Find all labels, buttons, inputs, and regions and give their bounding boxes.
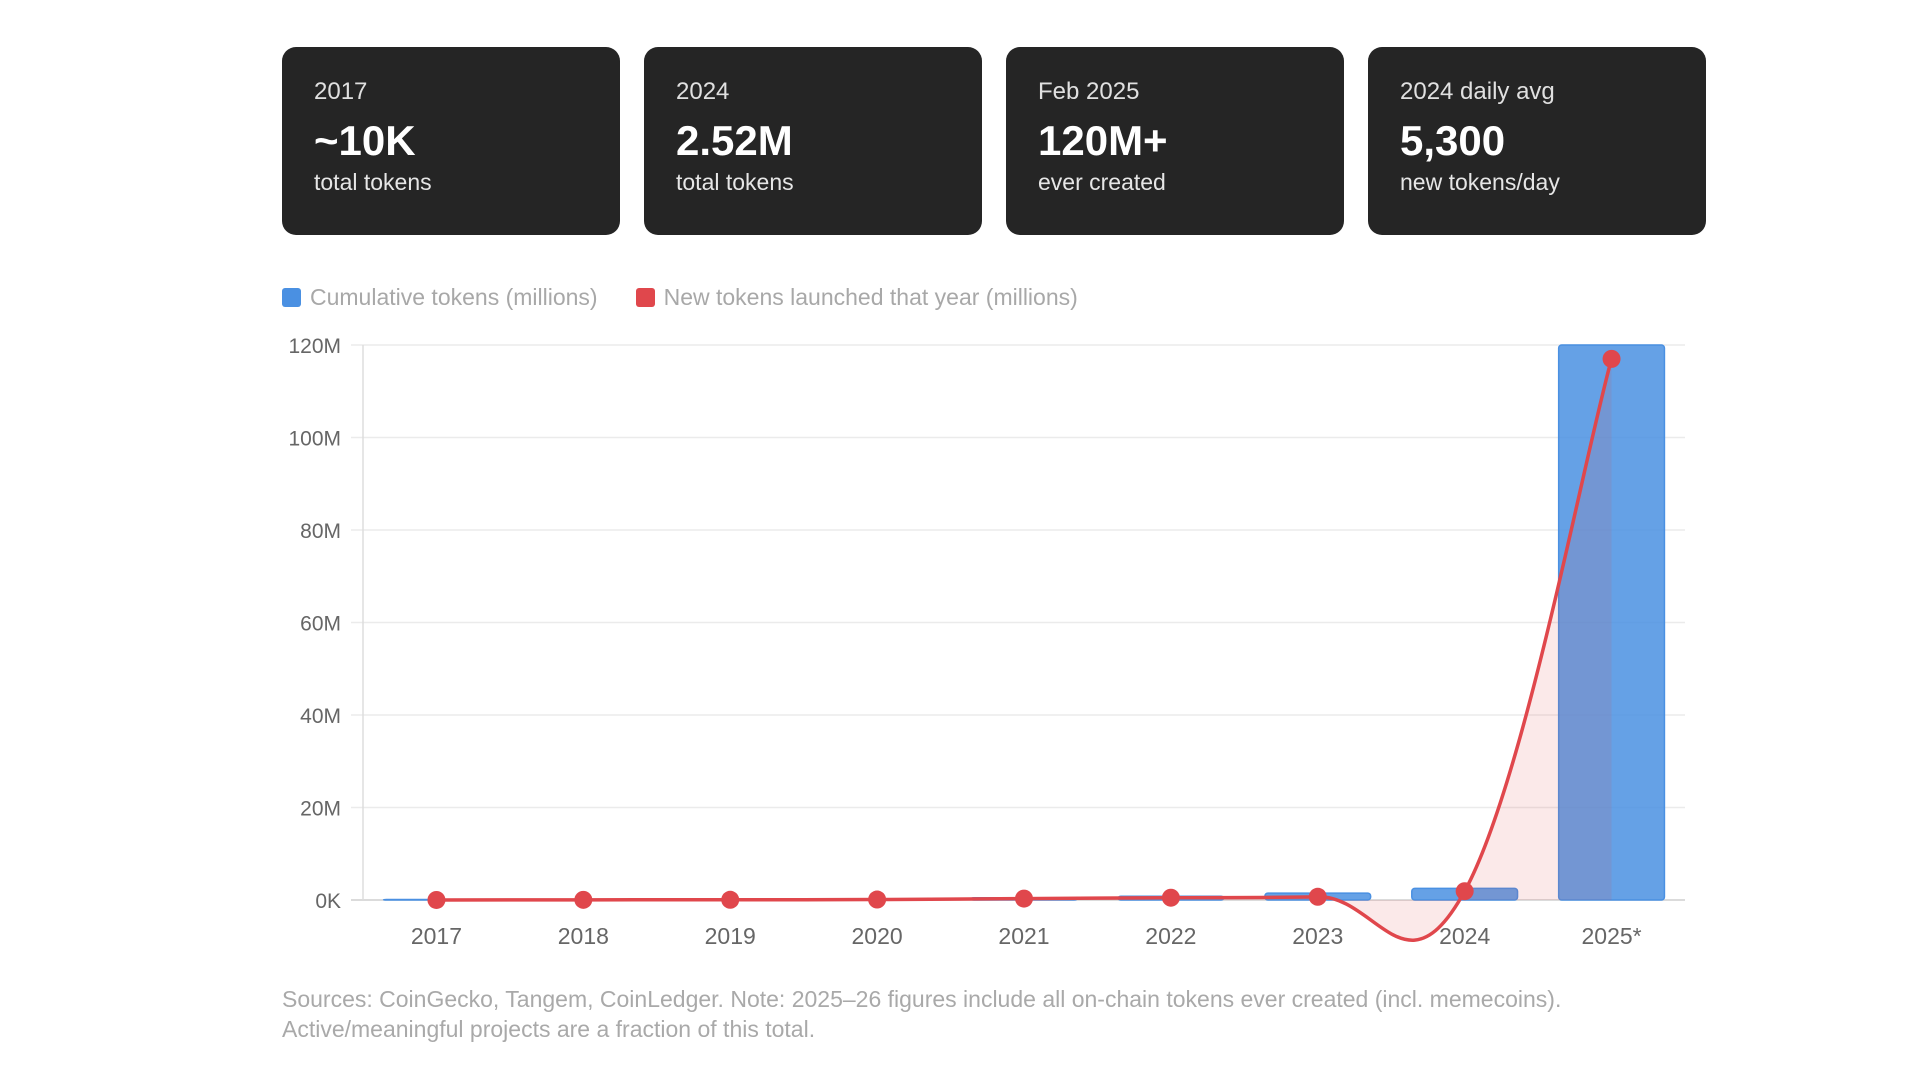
- stat-cards: 2017 ~10K total tokens 2024 2.52M total …: [282, 47, 1706, 235]
- y-tick-label: 80M: [300, 520, 341, 543]
- y-tick-label: 120M: [288, 335, 341, 358]
- legend-label-new-tokens: New tokens launched that year (millions): [663, 284, 1078, 310]
- y-tick-label: 100M: [288, 428, 341, 451]
- stat-card-value: 120M+: [1038, 117, 1168, 164]
- y-tick-label: 20M: [300, 798, 341, 821]
- point-new-tokens: [427, 890, 446, 909]
- stat-card-value: 5,300: [1400, 117, 1506, 164]
- stat-card-2024: 2024 2.52M total tokens: [644, 47, 982, 235]
- stat-card-description: total tokens: [676, 169, 794, 195]
- stat-card-label: 2024: [676, 78, 730, 105]
- y-tick-label: 60M: [300, 613, 341, 636]
- stat-card-description: ever created: [1038, 169, 1166, 195]
- stat-card-feb-2025: Feb 2025 120M+ ever created: [1006, 47, 1344, 235]
- chart-legend: Cumulative tokens (millions) New tokens …: [282, 284, 1078, 311]
- point-new-tokens: [1455, 882, 1474, 901]
- point-new-tokens: [1015, 889, 1033, 908]
- area-new-tokens: [436, 358, 1612, 941]
- stat-card-label: Feb 2025: [1038, 78, 1140, 105]
- stat-card-description: new tokens/day: [1400, 169, 1560, 195]
- point-new-tokens: [1161, 888, 1180, 907]
- legend-swatch-red: [635, 288, 655, 307]
- stat-card-2017: 2017 ~10K total tokens: [282, 47, 620, 235]
- point-new-tokens: [868, 890, 887, 909]
- point-new-tokens: [1308, 887, 1327, 906]
- x-tick-label: 2019: [705, 923, 756, 949]
- stat-card-label: 2017: [314, 78, 368, 105]
- chart-footnote: Sources: CoinGecko, Tangem, CoinLedger. …: [282, 986, 1562, 1042]
- token-growth-chart: 0K 20M 40M 60M 80M 100M 120M 2017 2018 2019 2020 20…: [288, 335, 1685, 949]
- point-new-tokens: [574, 890, 593, 909]
- line-new-tokens: [436, 358, 1614, 942]
- stat-card-value: 2.52M: [676, 117, 793, 164]
- x-tick-label: 2021: [998, 923, 1049, 949]
- x-tick-label: 2023: [1292, 923, 1343, 949]
- point-new-tokens: [1602, 349, 1621, 368]
- legend-item-cumulative[interactable]: Cumulative tokens (millions): [282, 284, 598, 311]
- x-tick-label: 2022: [1145, 923, 1196, 949]
- x-tick-label: 2020: [852, 923, 903, 949]
- x-tick-label: 2025*: [1581, 923, 1641, 949]
- legend-label-cumulative: Cumulative tokens (millions): [310, 284, 598, 310]
- y-tick-label: 0K: [315, 890, 341, 913]
- x-tick-label: 2018: [558, 923, 609, 949]
- stat-card-daily-avg: 2024 daily avg 5,300 new tokens/day: [1368, 47, 1706, 235]
- legend-swatch-blue: [282, 288, 301, 307]
- stat-card-description: total tokens: [314, 169, 432, 195]
- bar-cumulative: [1557, 344, 1666, 901]
- x-tick-label: 2024: [1439, 923, 1490, 949]
- stat-card-value: ~10K: [314, 117, 416, 164]
- y-tick-label: 40M: [300, 705, 341, 728]
- stat-card-label: 2024 daily avg: [1400, 78, 1555, 105]
- legend-item-new-tokens[interactable]: New tokens launched that year (millions): [635, 284, 1078, 311]
- x-tick-label: 2017: [411, 923, 462, 949]
- point-new-tokens: [721, 890, 740, 909]
